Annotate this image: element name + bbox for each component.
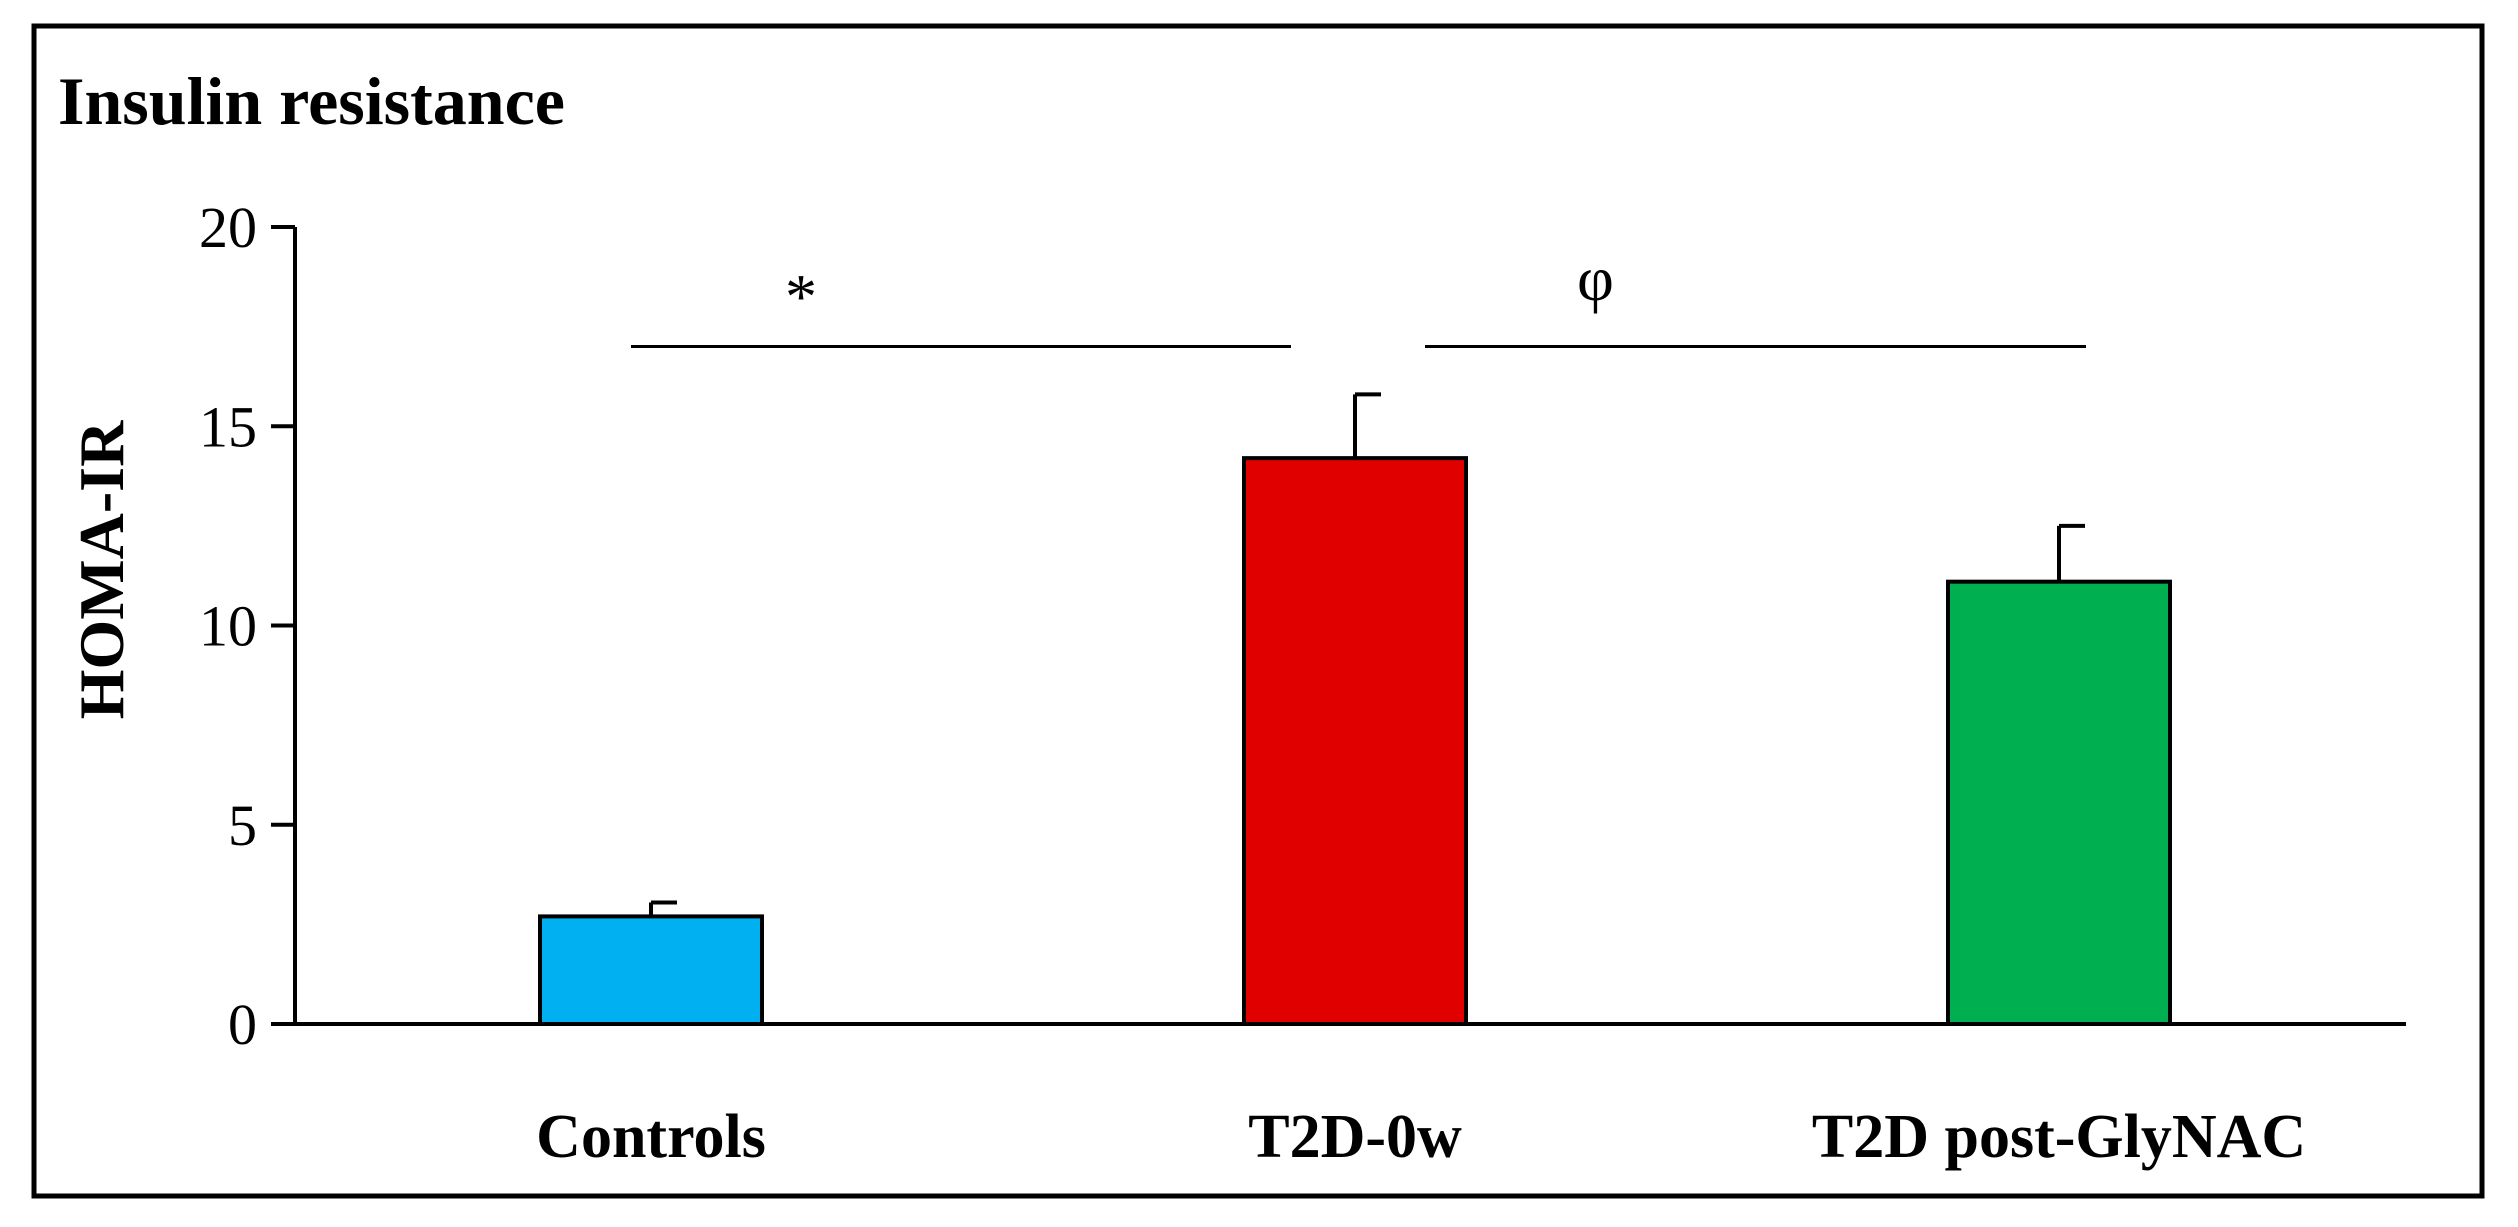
y-tick-label: 0	[228, 992, 257, 1057]
x-tick-label: T2D-0w	[1248, 1103, 1462, 1171]
y-tick-label: 20	[199, 195, 257, 260]
x-tick-label: Controls	[536, 1103, 766, 1171]
bar	[1242, 456, 1468, 1026]
bar	[1946, 579, 2172, 1026]
significance-marker: φ	[1577, 243, 1614, 314]
y-tick-label: 10	[199, 594, 257, 659]
y-tick-label: 15	[199, 394, 257, 459]
x-tick-label: T2D post-GlyNAC	[1812, 1103, 2306, 1171]
chart-title: Insulin resistance	[58, 63, 565, 139]
y-axis-label: HOMA-IR	[66, 420, 137, 719]
plot-area: 0 5 10 15 20 Controls T2D-0w T2D post-GlyNAC * φ	[199, 195, 2406, 1171]
y-tick-label: 5	[228, 793, 257, 858]
significance-marker: *	[785, 261, 817, 332]
bar	[538, 914, 764, 1027]
